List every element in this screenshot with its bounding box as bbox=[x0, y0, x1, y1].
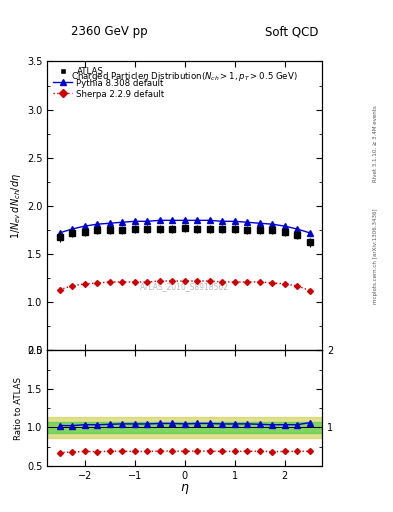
Sherpa 2.2.9 default bbox=[283, 281, 287, 287]
Y-axis label: $1/N_{ev}\,dN_{ch}/d\eta$: $1/N_{ev}\,dN_{ch}/d\eta$ bbox=[9, 173, 23, 239]
Y-axis label: Ratio to ATLAS: Ratio to ATLAS bbox=[14, 377, 23, 440]
Sherpa 2.2.9 default bbox=[232, 279, 237, 285]
Sherpa 2.2.9 default bbox=[295, 283, 299, 289]
Legend: ATLAS, Pythia 8.308 default, Sherpa 2.2.9 default: ATLAS, Pythia 8.308 default, Sherpa 2.2.… bbox=[51, 66, 166, 100]
Pythia 8.308 default bbox=[132, 218, 137, 224]
Sherpa 2.2.9 default bbox=[245, 279, 250, 285]
Sherpa 2.2.9 default bbox=[170, 278, 174, 284]
Text: Rivet 3.1.10, ≥ 3.4M events: Rivet 3.1.10, ≥ 3.4M events bbox=[373, 105, 378, 182]
Pythia 8.308 default bbox=[95, 221, 99, 227]
Sherpa 2.2.9 default bbox=[107, 279, 112, 285]
Pythia 8.308 default bbox=[208, 217, 212, 223]
Text: ATLAS_2010_S8918562: ATLAS_2010_S8918562 bbox=[140, 282, 229, 291]
Sherpa 2.2.9 default bbox=[195, 278, 200, 284]
Sherpa 2.2.9 default bbox=[182, 278, 187, 284]
Pythia 8.308 default bbox=[82, 223, 87, 229]
Pythia 8.308 default bbox=[245, 219, 250, 225]
Pythia 8.308 default bbox=[70, 226, 75, 232]
Bar bbox=[47, 417, 322, 438]
Pythia 8.308 default bbox=[270, 221, 275, 227]
X-axis label: $\eta$: $\eta$ bbox=[180, 482, 189, 496]
Sherpa 2.2.9 default bbox=[208, 278, 212, 284]
Pythia 8.308 default bbox=[170, 217, 174, 223]
Pythia 8.308 default bbox=[257, 220, 262, 226]
Sherpa 2.2.9 default bbox=[120, 279, 125, 285]
Line: Sherpa 2.2.9 default: Sherpa 2.2.9 default bbox=[58, 279, 312, 293]
Pythia 8.308 default bbox=[195, 217, 200, 223]
Pythia 8.308 default bbox=[120, 219, 125, 225]
Sherpa 2.2.9 default bbox=[82, 281, 87, 287]
Text: mcplots.cern.ch [arXiv:1306.3436]: mcplots.cern.ch [arXiv:1306.3436] bbox=[373, 208, 378, 304]
Sherpa 2.2.9 default bbox=[95, 280, 99, 286]
Sherpa 2.2.9 default bbox=[257, 279, 262, 285]
Sherpa 2.2.9 default bbox=[157, 278, 162, 284]
Sherpa 2.2.9 default bbox=[145, 279, 150, 285]
Pythia 8.308 default bbox=[145, 218, 150, 224]
Pythia 8.308 default bbox=[157, 217, 162, 223]
Sherpa 2.2.9 default bbox=[307, 288, 312, 294]
Line: Pythia 8.308 default: Pythia 8.308 default bbox=[57, 218, 312, 236]
Pythia 8.308 default bbox=[57, 230, 62, 236]
Pythia 8.308 default bbox=[182, 217, 187, 223]
Pythia 8.308 default bbox=[232, 218, 237, 224]
Sherpa 2.2.9 default bbox=[220, 279, 224, 285]
Sherpa 2.2.9 default bbox=[70, 283, 75, 289]
Sherpa 2.2.9 default bbox=[132, 279, 137, 285]
Text: 2360 GeV pp: 2360 GeV pp bbox=[71, 26, 147, 38]
Bar bbox=[47, 422, 322, 433]
Pythia 8.308 default bbox=[295, 226, 299, 232]
Sherpa 2.2.9 default bbox=[57, 287, 62, 293]
Sherpa 2.2.9 default bbox=[270, 280, 275, 286]
Pythia 8.308 default bbox=[107, 220, 112, 226]
Pythia 8.308 default bbox=[283, 223, 287, 229]
Pythia 8.308 default bbox=[307, 230, 312, 236]
Text: Charged Particle$\eta$ Distribution$(N_{ch}>1, p_T>0.5$ GeV$)$: Charged Particle$\eta$ Distribution$(N_{… bbox=[72, 70, 298, 83]
Pythia 8.308 default bbox=[220, 218, 224, 224]
Text: Soft QCD: Soft QCD bbox=[265, 26, 318, 38]
